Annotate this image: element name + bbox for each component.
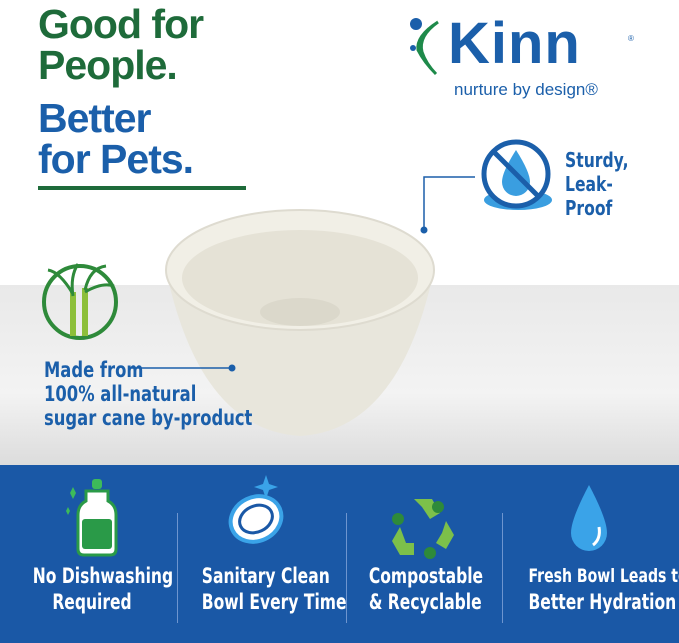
feature-line: & Recyclable bbox=[368, 590, 482, 614]
callout-line: Sturdy, bbox=[565, 148, 629, 172]
feature-line: No Dishwashing bbox=[32, 564, 174, 588]
feature-sanitary: Sanitary Clean Bowl Every Time bbox=[182, 465, 347, 643]
registered-mark: ® bbox=[628, 34, 634, 43]
callout-line: Made from bbox=[44, 358, 144, 382]
feature-compostable: Compostable & Recyclable bbox=[350, 465, 495, 643]
headline-underline bbox=[38, 186, 246, 190]
headline-line: for Pets. bbox=[38, 136, 194, 182]
feature-line: Sanitary Clean bbox=[201, 564, 330, 588]
callout-leader-line bbox=[128, 364, 236, 372]
divider bbox=[502, 513, 503, 623]
no-drip-icon bbox=[481, 139, 552, 210]
water-drop-icon bbox=[571, 485, 607, 551]
feature-line: Required bbox=[52, 590, 132, 614]
figure-icon bbox=[410, 18, 439, 76]
feature-line: Better Hydration bbox=[528, 590, 677, 614]
feature-label: No Dishwashing Required bbox=[32, 563, 174, 615]
kinn-logo: Kinn ® nurture by design® bbox=[408, 10, 638, 110]
feature-line: Compostable bbox=[368, 564, 484, 588]
feature-line: Fresh Bowl Leads to bbox=[528, 565, 679, 587]
recycle-icon bbox=[392, 499, 454, 559]
sugar-cane-icon bbox=[42, 263, 118, 340]
callout-line: sugar cane by-product bbox=[44, 406, 253, 430]
feature-label: Sanitary Clean Bowl Every Time bbox=[201, 563, 347, 615]
headline-line: People. bbox=[38, 42, 178, 88]
feature-line: Bowl Every Time bbox=[201, 590, 347, 614]
callout-line: 100% all-natural bbox=[44, 382, 197, 406]
bowl-image bbox=[165, 209, 435, 436]
feature-label: Fresh Bowl Leads to Better Hydration bbox=[528, 563, 679, 615]
callout-line: Leak-Proof bbox=[565, 172, 613, 220]
brand-name: Kinn bbox=[448, 11, 581, 76]
tagline: nurture by design® bbox=[454, 80, 598, 99]
headline-pets: Better for Pets. bbox=[38, 95, 194, 182]
headline-people: Good for People. bbox=[38, 1, 204, 88]
sugar-cane-callout: Made from 100% all-natural sugar cane by… bbox=[44, 358, 252, 430]
feature-label: Compostable & Recyclable bbox=[368, 563, 484, 615]
dish-soap-bottle-icon bbox=[66, 479, 118, 557]
leak-proof-callout: Sturdy, Leak-Proof bbox=[565, 148, 654, 220]
feature-no-dishwashing: No Dishwashing Required bbox=[12, 465, 174, 643]
headline-line: Good for bbox=[38, 1, 204, 47]
callout-leader-line bbox=[420, 176, 475, 234]
divider bbox=[346, 513, 347, 623]
divider bbox=[177, 513, 178, 623]
sparkling-bowl-icon bbox=[228, 475, 284, 544]
features-band: No Dishwashing Required Sanitary Clean B… bbox=[0, 465, 679, 643]
headline-line: Better bbox=[38, 95, 151, 141]
feature-hydration: Fresh Bowl Leads to Better Hydration bbox=[507, 465, 679, 643]
